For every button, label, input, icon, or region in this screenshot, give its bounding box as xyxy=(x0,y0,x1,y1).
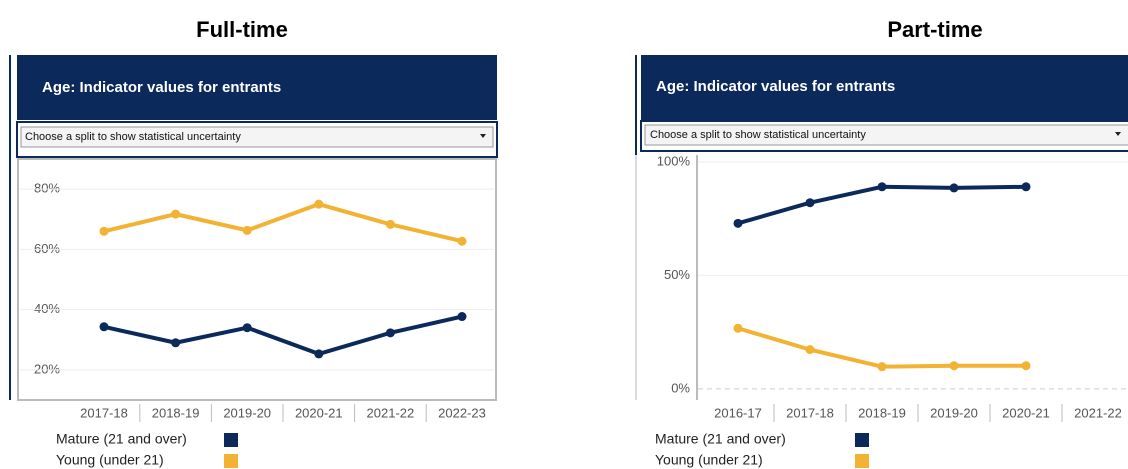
data-point xyxy=(385,219,395,229)
data-point xyxy=(314,349,324,359)
data-point xyxy=(805,345,815,355)
dropdown-arrow xyxy=(1115,132,1121,136)
data-point xyxy=(385,328,395,338)
y-tick-label: 80% xyxy=(34,181,60,196)
x-tick-label: 2021-22 xyxy=(367,405,415,420)
dropdown-text: Choose a split to show statistical uncer… xyxy=(650,129,866,141)
dropdown-arrow xyxy=(480,134,486,138)
legend-label: Mature (21 and over) xyxy=(56,431,187,447)
y-tick-label: 40% xyxy=(34,301,60,316)
y-tick-label: 50% xyxy=(664,267,690,282)
data-point xyxy=(877,182,887,192)
data-point xyxy=(314,199,324,209)
data-point xyxy=(949,361,959,371)
panel-title: Age: Indicator values for entrants xyxy=(42,79,281,96)
data-point xyxy=(877,362,887,372)
legend-swatch xyxy=(855,433,869,447)
series-line xyxy=(103,314,463,356)
x-tick-label: 2020-21 xyxy=(295,405,343,420)
x-tick-label: 2018-19 xyxy=(858,405,906,420)
legend-label: Mature (21 and over) xyxy=(655,431,786,447)
data-point xyxy=(171,209,181,219)
data-point xyxy=(242,323,252,333)
x-tick-label: 2022-23 xyxy=(438,405,486,420)
data-point xyxy=(1021,182,1031,192)
data-point xyxy=(805,198,815,208)
x-tick-label: 2017-18 xyxy=(786,405,834,420)
series-line xyxy=(737,184,1027,226)
x-tick-label: 2020-21 xyxy=(1002,405,1050,420)
series-line xyxy=(103,202,463,244)
data-point xyxy=(457,236,467,246)
data-point xyxy=(242,225,252,235)
plot-frame xyxy=(17,158,497,401)
panel-header xyxy=(641,55,1128,120)
dropdown-text: Choose a split to show statistical uncer… xyxy=(25,131,241,143)
data-point xyxy=(949,183,959,193)
data-point xyxy=(99,226,109,236)
data-point xyxy=(171,338,181,348)
legend-label: Young (under 21) xyxy=(56,452,164,468)
panel-header xyxy=(17,55,497,120)
dropdown[interactable] xyxy=(20,126,494,148)
y-tick-label: 60% xyxy=(34,241,60,256)
data-point xyxy=(457,312,467,322)
panel-title: Age: Indicator values for entrants xyxy=(656,78,895,95)
y-tick-label: 100% xyxy=(657,153,691,168)
x-tick-label: 2019-20 xyxy=(223,405,271,420)
dropdown[interactable] xyxy=(644,124,1128,146)
legend-swatch xyxy=(224,454,238,468)
legend-swatch xyxy=(855,454,869,468)
y-tick-label: 0% xyxy=(671,380,690,395)
x-tick-label: 2018-19 xyxy=(152,405,200,420)
x-tick-label: 2021-22 xyxy=(1074,405,1122,420)
x-tick-label: 2016-17 xyxy=(714,405,762,420)
data-point xyxy=(99,322,109,332)
legend-swatch xyxy=(224,433,238,447)
x-tick-label: 2017-18 xyxy=(80,405,128,420)
x-tick-label: 2019-20 xyxy=(930,405,978,420)
data-point xyxy=(733,323,743,333)
y-tick-label: 20% xyxy=(34,361,60,376)
chart-title: Part-time xyxy=(887,17,982,42)
legend-label: Young (under 21) xyxy=(655,452,763,468)
series-line xyxy=(737,326,1026,369)
data-point xyxy=(733,218,743,228)
chart-title: Full-time xyxy=(196,17,288,42)
data-point xyxy=(1021,361,1031,371)
